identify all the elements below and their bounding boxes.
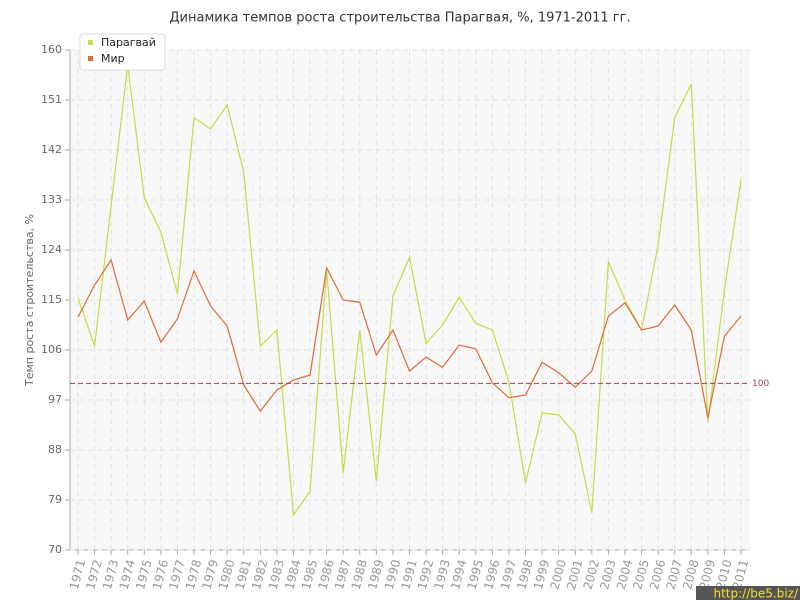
legend-marker xyxy=(88,56,93,61)
legend-label: Парагвай xyxy=(101,36,156,49)
chart-title: Динамика темпов роста строительства Пара… xyxy=(169,11,630,26)
series-line xyxy=(77,258,742,418)
y-axis-label: Темп роста строительства, % xyxy=(23,214,36,387)
watermark: http://be5.biz/ xyxy=(713,587,798,600)
y-tick-label: 160 xyxy=(41,43,62,56)
y-tick-label: 70 xyxy=(48,543,62,556)
y-tick-label: 142 xyxy=(41,143,62,156)
y-tick-label: 115 xyxy=(41,293,62,306)
y-tick-label: 106 xyxy=(41,343,62,356)
y-tick-label: 151 xyxy=(41,93,62,106)
y-tick-label: 97 xyxy=(48,393,62,406)
series-line xyxy=(77,64,742,517)
y-tick-label: 124 xyxy=(41,243,62,256)
y-tick-label: 133 xyxy=(41,193,62,206)
reference-label: 100 xyxy=(752,379,769,389)
legend-marker xyxy=(88,40,93,45)
watermark-bg xyxy=(696,586,800,600)
legend-label: Мир xyxy=(101,52,125,65)
y-tick-label: 79 xyxy=(48,493,62,506)
legend-box xyxy=(79,33,166,71)
y-tick-label: 88 xyxy=(48,443,62,456)
